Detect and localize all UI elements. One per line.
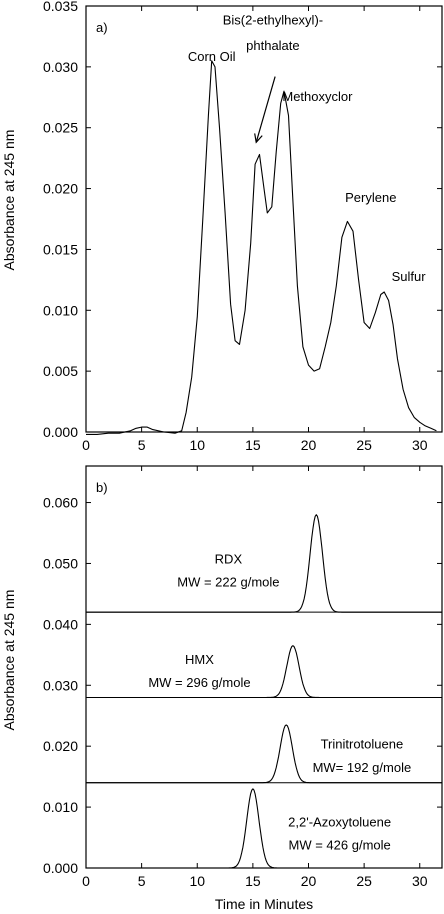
arrow-line	[255, 76, 276, 143]
x-tick-label-b: 30	[412, 873, 428, 889]
compound-annotation: MW= 192 g/mole	[313, 760, 412, 775]
x-tick-label-b: 5	[138, 873, 146, 889]
y-tick-label-a: 0.000	[43, 424, 78, 440]
x-tick-label-a: 0	[82, 437, 90, 453]
compound-annotation: MW = 296 g/mole	[148, 675, 250, 690]
y-axis-title-a: Absorbance at 245 nm	[1, 130, 17, 271]
peak-annotation: phthalate	[246, 38, 300, 53]
y-tick-label-b: 0.000	[43, 860, 78, 876]
compound-annotation: HMX	[185, 652, 214, 667]
y-tick-label-b: 0.060	[43, 495, 78, 511]
peak-annotation: Bis(2-ethylhexyl)-	[223, 12, 323, 27]
x-tick-label-a: 15	[245, 437, 261, 453]
x-tick-label-b: 0	[82, 873, 90, 889]
panel-label-a: a)	[96, 20, 108, 35]
peak-annotation: Perylene	[345, 190, 396, 205]
y-tick-label-a: 0.020	[43, 181, 78, 197]
panel-a: 0 5 10 15 20 25 30 0.000 0.005 0.010 0.015 0.020 0.0…	[43, 0, 443, 453]
x-tick-label-a: 25	[356, 437, 372, 453]
y-tick-label-a: 0.035	[43, 0, 78, 14]
peak-annotation: Sulfur	[392, 269, 427, 284]
x-tick-label-b: 25	[356, 873, 372, 889]
arrow-head-icon	[254, 133, 263, 144]
chromatogram-trace-b	[86, 788, 442, 869]
x-tick-label-b: 10	[189, 873, 205, 889]
panel-b: 0 5 10 15 20 25 30 0.000 0.010 0.020 0.030 0.040 0.0…	[43, 465, 443, 889]
chromatogram-trace-b	[86, 645, 442, 699]
y-tick-label-a: 0.010	[43, 302, 78, 318]
x-tick-label-a: 20	[301, 437, 317, 453]
x-tick-label-a: 30	[412, 437, 428, 453]
y-tick-label-b: 0.030	[43, 677, 78, 693]
compound-annotation: RDX	[215, 551, 243, 566]
chromatogram-trace-b	[86, 514, 442, 613]
chromatogram-trace-b	[86, 724, 442, 784]
x-axis-title: Time in Minutes	[215, 896, 313, 912]
y-tick-label-a: 0.005	[43, 363, 78, 379]
x-tick-label-b: 20	[301, 873, 317, 889]
compound-annotation: 2,2'-Azoxytoluene	[288, 815, 391, 830]
y-tick-label-b: 0.050	[43, 555, 78, 571]
x-tick-label-b: 15	[245, 873, 261, 889]
y-axis-title-b: Absorbance at 245 nm	[1, 590, 17, 731]
y-tick-label-b: 0.040	[43, 616, 78, 632]
peak-annotation: Corn Oil	[188, 49, 236, 64]
y-tick-label-b: 0.020	[43, 738, 78, 754]
plot-frame-b	[85, 465, 443, 869]
panel-label-b: b)	[96, 480, 108, 495]
y-tick-label-b: 0.010	[43, 799, 78, 815]
chromatogram-trace-a	[86, 60, 437, 435]
y-tick-label-a: 0.015	[43, 241, 78, 257]
y-tick-label-a: 0.030	[43, 59, 78, 75]
x-tick-label-a: 5	[138, 437, 146, 453]
x-tick-label-a: 10	[189, 437, 205, 453]
compound-annotation: Trinitrotoluene	[321, 737, 404, 752]
y-tick-label-a: 0.025	[43, 120, 78, 136]
plot-frame-a	[85, 5, 443, 433]
peak-annotation: Methoxyclor	[282, 89, 353, 104]
compound-annotation: MW = 222 g/mole	[177, 575, 279, 590]
compound-annotation: MW = 426 g/mole	[289, 838, 391, 853]
